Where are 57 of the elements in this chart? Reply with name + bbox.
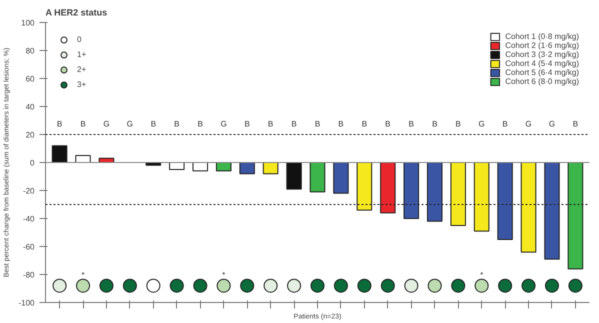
legend-label: Cohort 2 (1·6 mg/kg) <box>505 41 579 50</box>
annotation: G <box>478 120 485 128</box>
y-tick-label: 80 <box>26 46 36 56</box>
annotation: B <box>291 120 297 128</box>
y-tick-label: -80 <box>22 270 36 280</box>
annotation: B <box>385 120 391 128</box>
annotation: B <box>150 120 156 128</box>
annotation: G <box>126 120 134 128</box>
chart-title: A HER2 status <box>46 8 108 18</box>
y-tick-label: -40 <box>22 214 36 224</box>
legend-label: 0 <box>77 35 82 44</box>
annotation: B <box>314 120 320 128</box>
annotation: B <box>362 120 368 128</box>
legend-label: Cohort 5 (6·4 mg/kg) <box>505 68 579 77</box>
annotation: B <box>174 120 180 128</box>
bar <box>52 145 68 163</box>
annotation: G <box>103 120 110 128</box>
y-tick-label: 20 <box>26 130 36 140</box>
annotation: B <box>80 120 86 128</box>
annotation: B <box>244 120 250 128</box>
bar <box>216 162 232 172</box>
bar <box>75 155 91 163</box>
y-tick-label: 100 <box>21 18 36 28</box>
y-tick-label: 40 <box>26 102 36 112</box>
bar <box>192 162 208 172</box>
bar <box>262 162 278 174</box>
y-tick-label: 60 <box>26 74 36 84</box>
y-tick-label: -100 <box>18 298 36 308</box>
annotation: B <box>198 120 203 128</box>
data-label: * <box>222 270 226 280</box>
y-tick-label: -20 <box>22 186 36 196</box>
annotation: B <box>572 120 578 128</box>
bar <box>310 162 326 192</box>
y-tick-label: 0 <box>30 158 36 168</box>
annotation: G <box>548 120 556 128</box>
legend-label: 3+ <box>77 80 88 89</box>
bar <box>239 162 255 174</box>
data-label: * <box>480 270 484 280</box>
data-label: * <box>81 270 85 280</box>
annotation: G <box>525 120 532 128</box>
legend-label: Cohort 6 (8·0 mg/kg) <box>505 77 579 86</box>
legend-label: Cohort 3 (3·2 mg/kg) <box>505 50 579 59</box>
y-tick-label: -60 <box>22 242 36 252</box>
annotation: B <box>338 120 344 128</box>
legend-label: Cohort 1 (0·8 mg/kg) <box>505 32 579 41</box>
annotation: B <box>56 120 62 128</box>
legend-label: 1+ <box>77 50 88 59</box>
legend-label: 2+ <box>77 65 88 74</box>
annotation: B <box>432 120 438 128</box>
annotation: B <box>408 120 414 128</box>
annotation: B <box>268 120 274 128</box>
bar <box>286 162 302 190</box>
annotation: G <box>220 120 227 128</box>
legend-label: Cohort 4 (5·4 mg/kg) <box>505 59 579 68</box>
annotation: B <box>502 120 508 128</box>
annotation: B <box>456 120 461 128</box>
bar <box>333 162 349 194</box>
